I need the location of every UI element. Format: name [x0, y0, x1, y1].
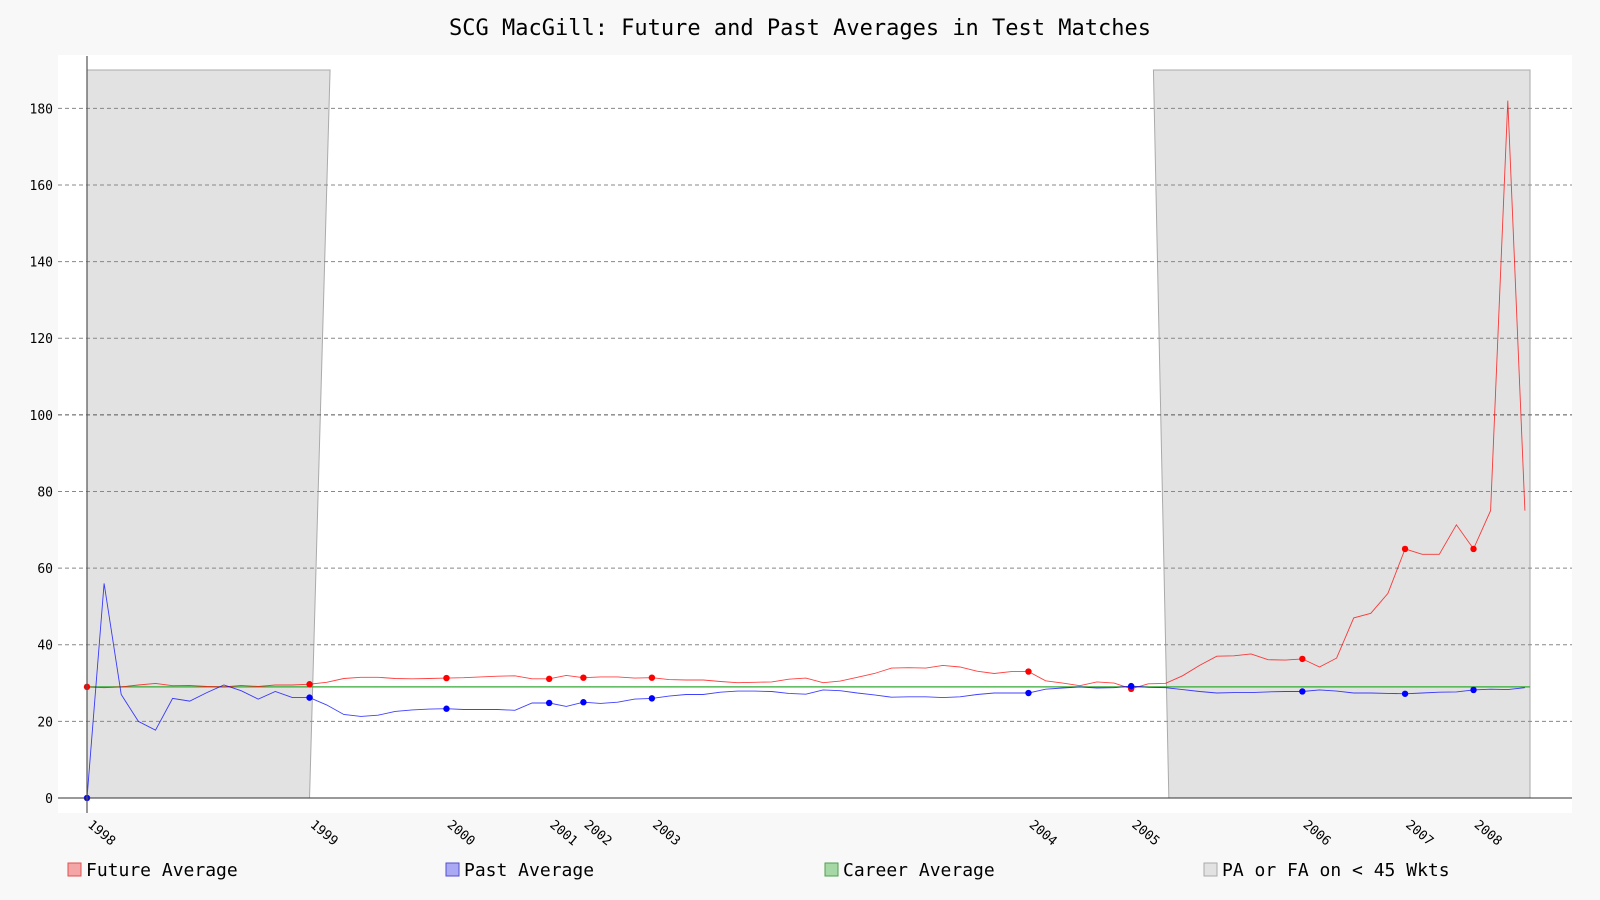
y-tick-label: 60 [37, 562, 53, 577]
axes [58, 56, 1572, 813]
legend-swatch-future-average [67, 862, 82, 877]
past-average-point [1470, 686, 1477, 694]
past-average-point [1299, 688, 1306, 695]
gridlines [58, 107, 1572, 722]
y-tick-label: 80 [37, 485, 53, 500]
future-average-line [86, 100, 1526, 690]
shaded-region-1 [86, 69, 331, 799]
past-average-point [443, 705, 450, 712]
legend-swatch-career-average [824, 862, 839, 877]
past-average-point [1401, 690, 1409, 697]
chart-title: SCG MacGill: Future and Past Averages in… [449, 16, 1151, 41]
legend-label-career-average: Career Average [843, 860, 995, 881]
x-tick-label: 1999 [307, 818, 341, 850]
x-tick-label: 2003 [649, 818, 683, 850]
future-average-point [1470, 545, 1477, 553]
x-tick-label: 2004 [1026, 818, 1060, 850]
x-tick-label: 2000 [444, 818, 478, 850]
x-tick-label: 1998 [84, 818, 118, 850]
x-tick-label: 2008 [1471, 818, 1505, 850]
future-average-point [306, 681, 313, 688]
y-tick-label: 120 [30, 332, 53, 347]
past-average-point [1025, 689, 1032, 697]
past-average-point [545, 699, 553, 707]
y-tick-label: 180 [30, 102, 53, 117]
future-average-point [1299, 655, 1306, 663]
y-tick-label: 100 [30, 409, 53, 424]
future-average-point [1401, 545, 1409, 553]
x-tick-label: 2002 [581, 818, 615, 850]
legend-label-past-average: Past Average [464, 860, 594, 881]
past-average-line [86, 583, 1525, 799]
y-tick-label: 20 [37, 715, 53, 730]
x-tick-label: 2007 [1402, 818, 1436, 850]
y-tick-label: 140 [30, 256, 53, 271]
legend-label-pa-or-fa-on-45-wkts: PA or FA on < 45 Wkts [1222, 860, 1450, 881]
y-tick-label: 40 [37, 639, 53, 654]
future-average-point [648, 674, 656, 681]
past-average-point [580, 699, 587, 706]
legend: Future Average Past Average Career Average… [67, 860, 1450, 881]
x-tick-label: 2006 [1300, 818, 1334, 850]
future-average-point [580, 674, 587, 681]
past-average-point [1127, 682, 1135, 690]
shaded-regions [86, 69, 1531, 799]
legend-label-future-average: Future Average [86, 860, 238, 881]
legend-swatch-past-average [445, 862, 460, 877]
future-average-point [443, 674, 450, 682]
y-tick-label: 160 [30, 179, 53, 194]
x-tick-label: 2005 [1129, 818, 1163, 850]
past-average-point [648, 695, 656, 702]
y-tick-labels: 0 20 40 60 80 100 120 140 160 180 [30, 102, 53, 807]
legend-swatch-pa-or-fa-on-45-wkts [1203, 862, 1218, 877]
x-tick-labels: 1998 1999 2000 2001 2002 2003 2004 2005 2006 2007… [84, 818, 1504, 850]
x-tick-label: 2001 [547, 818, 581, 850]
future-average-point [1025, 668, 1032, 675]
y-tick-label: 0 [45, 792, 53, 807]
past-average-point [306, 694, 313, 701]
future-average-point [545, 675, 553, 683]
